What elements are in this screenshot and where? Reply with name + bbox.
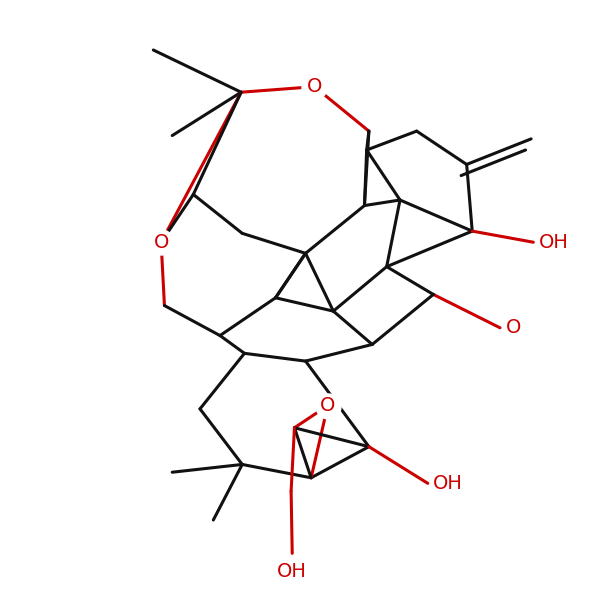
Text: OH: OH — [277, 562, 307, 581]
Text: O: O — [154, 233, 169, 252]
Text: O: O — [307, 77, 322, 96]
Text: OH: OH — [433, 474, 463, 493]
Text: OH: OH — [539, 233, 569, 252]
Text: O: O — [506, 318, 521, 337]
Text: O: O — [320, 396, 335, 415]
